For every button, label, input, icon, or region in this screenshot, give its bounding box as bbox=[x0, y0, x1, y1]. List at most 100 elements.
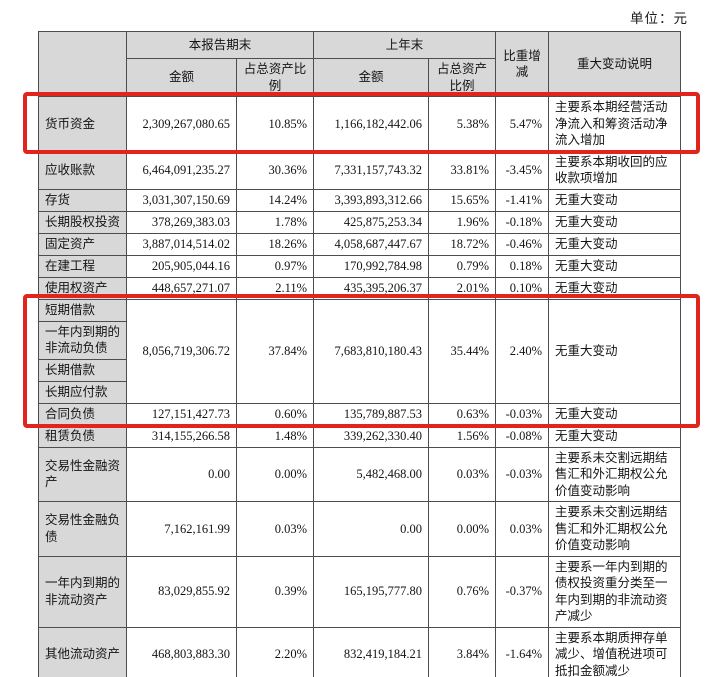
cell-prev-ratio: 15.65% bbox=[428, 188, 497, 212]
cell-note: 主要系未交割远期结售汇和外汇期权公允价值变动影响 bbox=[548, 501, 682, 557]
cell-change: -0.18% bbox=[495, 210, 550, 234]
cell-note: 无重大变动 bbox=[548, 424, 682, 448]
cell-current-ratio: 0.97% bbox=[235, 254, 315, 278]
cell-prev-ratio: 33.81% bbox=[428, 150, 497, 190]
cell-current-ratio: 30.36% bbox=[235, 150, 315, 190]
cell-change: 5.47% bbox=[495, 96, 550, 152]
table-row: 使用权资产 448,657,271.07 2.11% 435,395,206.37 2.… bbox=[38, 276, 682, 300]
row-label: 一年内到期的非流动负债 bbox=[38, 320, 127, 360]
table-body: 货币资金 2,309,267,080.65 10.85% 1,166,182,442.… bbox=[38, 96, 682, 677]
cell-change: -0.03% bbox=[495, 446, 550, 502]
table-row: 存货 3,031,307,150.69 14.24% 3,393,893,312.66… bbox=[38, 188, 682, 212]
cell-current-amount: 6,464,091,235.27 bbox=[126, 150, 237, 190]
cell-change: 0.03% bbox=[495, 501, 550, 557]
cell-note: 主要系本期质押存单减少、增值税进项可抵扣金额减少 bbox=[548, 626, 682, 677]
cell-prev-ratio: 1.56% bbox=[428, 424, 497, 448]
cell-current-ratio: 14.24% bbox=[235, 188, 315, 212]
cell-current-amount: 3,887,014,514.02 bbox=[126, 232, 237, 256]
cell-current-amount: 314,155,266.58 bbox=[126, 424, 237, 448]
table-row: 长期应付款 bbox=[38, 380, 681, 404]
cell-prev-amount: 5,482,468.00 bbox=[313, 446, 430, 502]
assets-liabilities-table: 本报告期末 上年末 比重增减 重大变动说明 金额 占总资产比例 金额 占总资产比… bbox=[38, 31, 682, 677]
table-row: 在建工程 205,905,044.16 0.97% 170,992,784.98 0.7… bbox=[38, 254, 682, 278]
cell-current-amount: 8,056,719,306.72 bbox=[126, 298, 237, 404]
cell-change: -1.64% bbox=[495, 626, 550, 677]
cell-prev-ratio: 0.79% bbox=[428, 254, 497, 278]
cell-current-ratio: 2.20% bbox=[235, 626, 315, 677]
cell-current-amount: 3,031,307,150.69 bbox=[126, 188, 237, 212]
row-label: 长期借款 bbox=[38, 358, 127, 382]
cell-prev-amount: 3,393,893,312.66 bbox=[313, 188, 430, 212]
cell-current-amount: 127,151,427.73 bbox=[126, 402, 237, 426]
cell-prev-amount: 1,166,182,442.06 bbox=[313, 96, 430, 152]
row-label: 短期借款 bbox=[38, 298, 127, 322]
header-weight-change: 比重增减 bbox=[495, 31, 550, 97]
cell-change: -0.08% bbox=[495, 424, 550, 448]
cell-change: 2.40% bbox=[495, 298, 550, 404]
cell-current-ratio: 0.03% bbox=[235, 501, 315, 557]
row-label: 交易性金融负债 bbox=[38, 501, 127, 557]
cell-prev-amount: 135,789,887.53 bbox=[313, 402, 430, 426]
cell-prev-ratio: 0.03% bbox=[428, 446, 497, 502]
cell-current-ratio: 2.11% bbox=[235, 276, 315, 300]
table-row: 一年内到期的非流动资产 83,029,855.92 0.39% 165,195,777… bbox=[38, 555, 682, 628]
cell-change: -0.46% bbox=[495, 232, 550, 256]
cell-current-amount: 83,029,855.92 bbox=[126, 555, 237, 628]
cell-change: -1.41% bbox=[495, 188, 550, 212]
row-label: 应收账款 bbox=[38, 150, 127, 190]
row-label: 固定资产 bbox=[38, 232, 127, 256]
table-row: 固定资产 3,887,014,514.02 18.26% 4,058,687,447.… bbox=[38, 232, 682, 256]
header-prev-ratio: 占总资产比例 bbox=[428, 58, 497, 97]
cell-current-amount: 448,657,271.07 bbox=[126, 276, 237, 300]
cell-prev-amount: 7,683,810,180.43 bbox=[313, 298, 430, 404]
cell-prev-amount: 0.00 bbox=[313, 501, 430, 557]
cell-current-ratio: 18.26% bbox=[235, 232, 315, 256]
cell-change: 0.18% bbox=[495, 254, 550, 278]
table-row: 租赁负债 314,155,266.58 1.48% 339,262,330.40 1.5… bbox=[38, 424, 682, 448]
header-current-ratio: 占总资产比例 bbox=[235, 58, 315, 97]
header-prev-amount: 金额 bbox=[313, 58, 430, 97]
table-row: 交易性金融负债 7,162,161.99 0.03% 0.00 0.00% 0.03% 主要… bbox=[38, 501, 682, 557]
cell-prev-amount: 170,992,784.98 bbox=[313, 254, 430, 278]
cell-prev-ratio: 5.38% bbox=[428, 96, 497, 152]
cell-change: -0.37% bbox=[495, 555, 550, 628]
cell-note: 无重大变动 bbox=[548, 232, 682, 256]
table-row: 短期借款 8,056,719,306.72 37.84% 7,683,810,180.… bbox=[38, 298, 682, 404]
row-label: 租赁负债 bbox=[38, 424, 127, 448]
cell-current-ratio: 0.60% bbox=[235, 402, 315, 426]
header-major-change-note: 重大变动说明 bbox=[548, 31, 682, 97]
cell-prev-ratio: 3.84% bbox=[428, 626, 497, 677]
cell-prev-amount: 339,262,330.40 bbox=[313, 424, 430, 448]
table-row: 长期借款 bbox=[38, 358, 681, 382]
cell-current-ratio: 1.48% bbox=[235, 424, 315, 448]
table-row: 交易性金融资产 0.00 0.00% 5,482,468.00 0.03% -0.03% 主… bbox=[38, 446, 682, 502]
cell-prev-amount: 832,419,184.21 bbox=[313, 626, 430, 677]
table-row: 应收账款 6,464,091,235.27 30.36% 7,331,157,743.… bbox=[38, 150, 682, 190]
cell-note: 主要系本期经营活动净流入和筹资活动净流入增加 bbox=[548, 96, 682, 152]
row-label: 合同负债 bbox=[38, 402, 127, 426]
cell-current-amount: 378,269,383.03 bbox=[126, 210, 237, 234]
cell-note: 主要系本期收回的应收款项增加 bbox=[548, 150, 682, 190]
cell-prev-ratio: 35.44% bbox=[428, 298, 497, 404]
row-label: 其他流动资产 bbox=[38, 626, 127, 677]
header-row-periods: 本报告期末 上年末 比重增减 重大变动说明 bbox=[38, 31, 682, 97]
cell-current-ratio: 1.78% bbox=[235, 210, 315, 234]
cell-note: 无重大变动 bbox=[548, 254, 682, 278]
cell-current-ratio: 0.00% bbox=[235, 446, 315, 502]
cell-current-amount: 205,905,044.16 bbox=[126, 254, 237, 278]
row-label: 交易性金融资产 bbox=[38, 446, 127, 502]
row-label: 一年内到期的非流动资产 bbox=[38, 555, 127, 628]
row-label: 长期应付款 bbox=[38, 380, 127, 404]
cell-current-amount: 0.00 bbox=[126, 446, 237, 502]
cell-current-amount: 468,803,883.30 bbox=[126, 626, 237, 677]
row-label: 在建工程 bbox=[38, 254, 127, 278]
table-header: 本报告期末 上年末 比重增减 重大变动说明 金额 占总资产比例 金额 占总资产比… bbox=[38, 31, 682, 97]
unit-label: 单位：元 bbox=[630, 11, 688, 26]
cell-note: 无重大变动 bbox=[548, 188, 682, 212]
cell-prev-ratio: 0.63% bbox=[428, 402, 497, 426]
cell-prev-ratio: 18.72% bbox=[428, 232, 497, 256]
header-prior-year-end: 上年末 bbox=[313, 31, 497, 59]
header-current-amount: 金额 bbox=[126, 58, 237, 97]
table-row: 货币资金 2,309,267,080.65 10.85% 1,166,182,442.… bbox=[38, 96, 682, 152]
